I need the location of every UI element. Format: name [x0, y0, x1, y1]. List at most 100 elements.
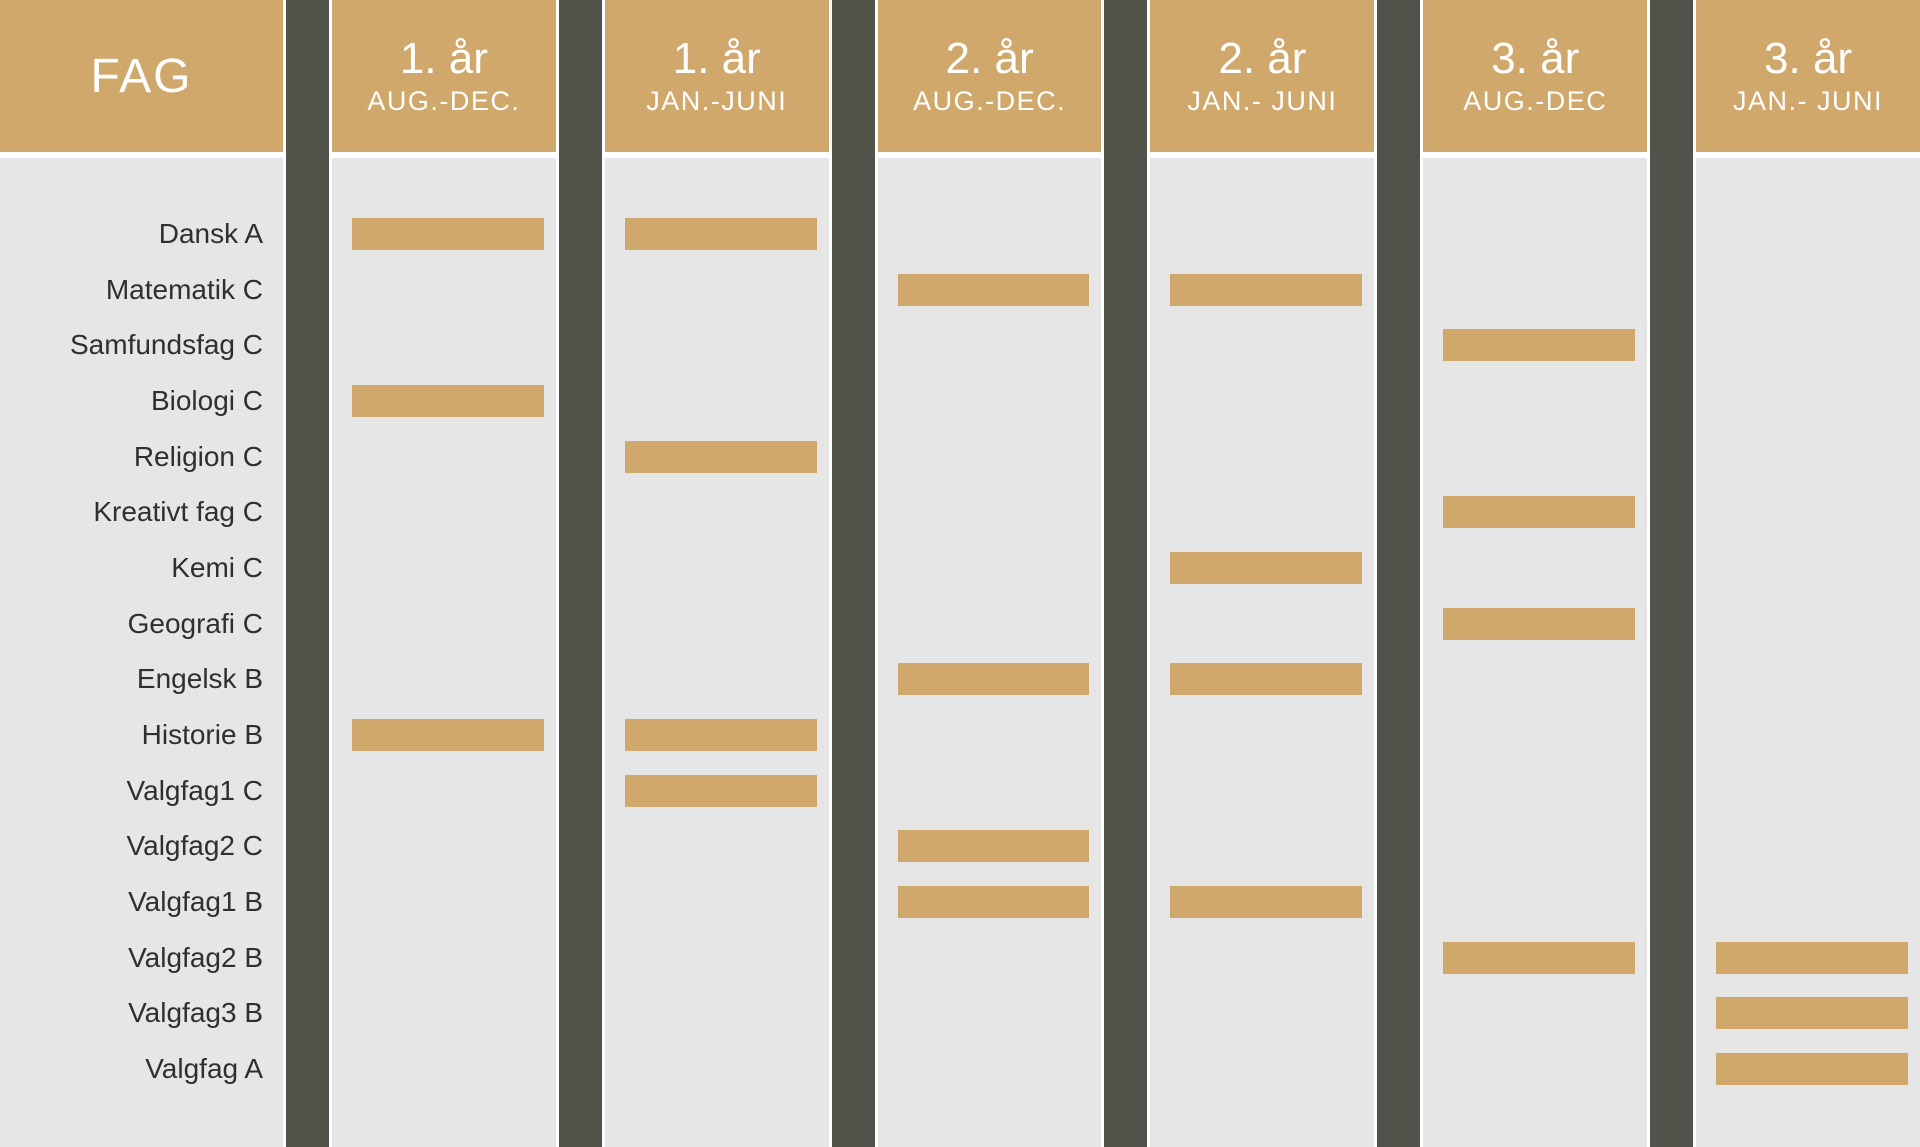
column-separator	[1374, 0, 1424, 1147]
cell	[1696, 262, 1920, 318]
subject-row: Engelsk B	[0, 652, 283, 708]
cell	[605, 484, 829, 540]
cell	[332, 652, 556, 708]
cell	[878, 652, 1102, 708]
subject-row: Biologi C	[0, 373, 283, 429]
subject-label: Biologi C	[150, 384, 263, 416]
column-separator	[1647, 0, 1697, 1147]
cell	[605, 317, 829, 373]
course-bar	[897, 663, 1090, 696]
cell	[1696, 317, 1920, 373]
course-bar	[897, 830, 1090, 863]
course-bar	[1716, 1053, 1908, 1086]
semester-column: 2. år AUG.-DEC.	[877, 0, 1102, 1147]
cell	[1696, 373, 1920, 429]
semester-period-label: AUG.-DEC	[1463, 85, 1608, 116]
cell	[1423, 707, 1647, 763]
course-bar	[1170, 886, 1363, 919]
cell	[878, 540, 1102, 596]
subject-row: Religion C	[0, 429, 283, 485]
cell	[1696, 930, 1920, 986]
subject-label: Valgfag1 C	[126, 774, 263, 806]
course-bar	[1443, 941, 1636, 974]
cell	[878, 206, 1102, 262]
cell	[1423, 930, 1647, 986]
subject-label: Geografi C	[127, 607, 263, 639]
subject-row: Samfundsfag C	[0, 317, 283, 373]
cell	[605, 429, 829, 485]
subject-row: Valgfag2 B	[0, 930, 283, 986]
cell	[1696, 986, 1920, 1042]
cell	[332, 596, 556, 652]
course-bar	[624, 217, 817, 250]
cell	[605, 373, 829, 429]
cell	[332, 707, 556, 763]
subject-list: Dansk A Matematik C Samfundsfag C Biologi C…	[0, 158, 283, 1147]
semester-period-label: AUG.-DEC.	[913, 85, 1067, 116]
cell	[1423, 819, 1647, 875]
subject-label: Valgfag2 B	[128, 941, 263, 973]
column-separator	[828, 0, 878, 1147]
semester-header: 3. år AUG.-DEC	[1423, 0, 1648, 152]
semester-column: 1. år JAN.-JUNI	[604, 0, 829, 1147]
semester-year-label: 1. år	[399, 34, 488, 84]
semester-cells	[1150, 158, 1375, 1147]
subject-label: Valgfag2 C	[126, 830, 263, 862]
subject-label: Samfundsfag C	[70, 329, 263, 361]
course-bar	[1716, 997, 1908, 1030]
cell	[1423, 484, 1647, 540]
semester-cells	[1696, 158, 1920, 1147]
cell	[1150, 874, 1374, 930]
subject-row: Valgfag A	[0, 1041, 283, 1097]
subject-label: Valgfag1 B	[128, 886, 263, 918]
cell	[1150, 373, 1374, 429]
cell	[332, 874, 556, 930]
cell	[1150, 540, 1374, 596]
cell	[332, 484, 556, 540]
cell	[1150, 763, 1374, 819]
subject-column: FAG Dansk A Matematik C Samfundsfag C Biolo…	[0, 0, 283, 1147]
cell	[878, 262, 1102, 318]
cell	[1150, 1041, 1374, 1097]
subject-label: Valgfag3 B	[128, 997, 263, 1029]
cell	[605, 707, 829, 763]
table-corner-header: FAG	[0, 0, 283, 152]
subject-label: Kreativt fag C	[93, 496, 263, 528]
cell	[605, 763, 829, 819]
cell	[1150, 317, 1374, 373]
semester-header: 1. år AUG.-DEC.	[332, 0, 556, 152]
cell	[878, 429, 1102, 485]
cell	[1423, 874, 1647, 930]
cell	[605, 596, 829, 652]
cell	[1150, 707, 1374, 763]
semester-period-label: AUG.-DEC.	[367, 85, 521, 116]
cell	[1150, 930, 1374, 986]
semester-cells	[332, 158, 556, 1147]
semester-year-label: 3. år	[1491, 34, 1580, 84]
cell	[1150, 206, 1374, 262]
subject-row: Valgfag1 B	[0, 874, 283, 930]
semester-column: 2. år JAN.- JUNI	[1150, 0, 1375, 1147]
column-separator	[555, 0, 605, 1147]
column-separator	[283, 0, 332, 1147]
column-separator	[1101, 0, 1151, 1147]
course-bar	[1443, 329, 1636, 362]
cell	[1423, 986, 1647, 1042]
cell	[1696, 596, 1920, 652]
cell	[1696, 484, 1920, 540]
semester-year-label: 2. år	[945, 34, 1034, 84]
cell	[878, 819, 1102, 875]
cell	[1696, 206, 1920, 262]
subject-row: Kreativt fag C	[0, 484, 283, 540]
cell	[1696, 652, 1920, 708]
cell	[878, 707, 1102, 763]
course-bar	[897, 886, 1090, 919]
semester-column: 3. år AUG.-DEC	[1423, 0, 1648, 1147]
semester-header: 2. år JAN.- JUNI	[1150, 0, 1375, 152]
cell	[1423, 596, 1647, 652]
cell	[1150, 986, 1374, 1042]
cell	[332, 262, 556, 318]
cell	[605, 1041, 829, 1097]
cell	[1150, 262, 1374, 318]
